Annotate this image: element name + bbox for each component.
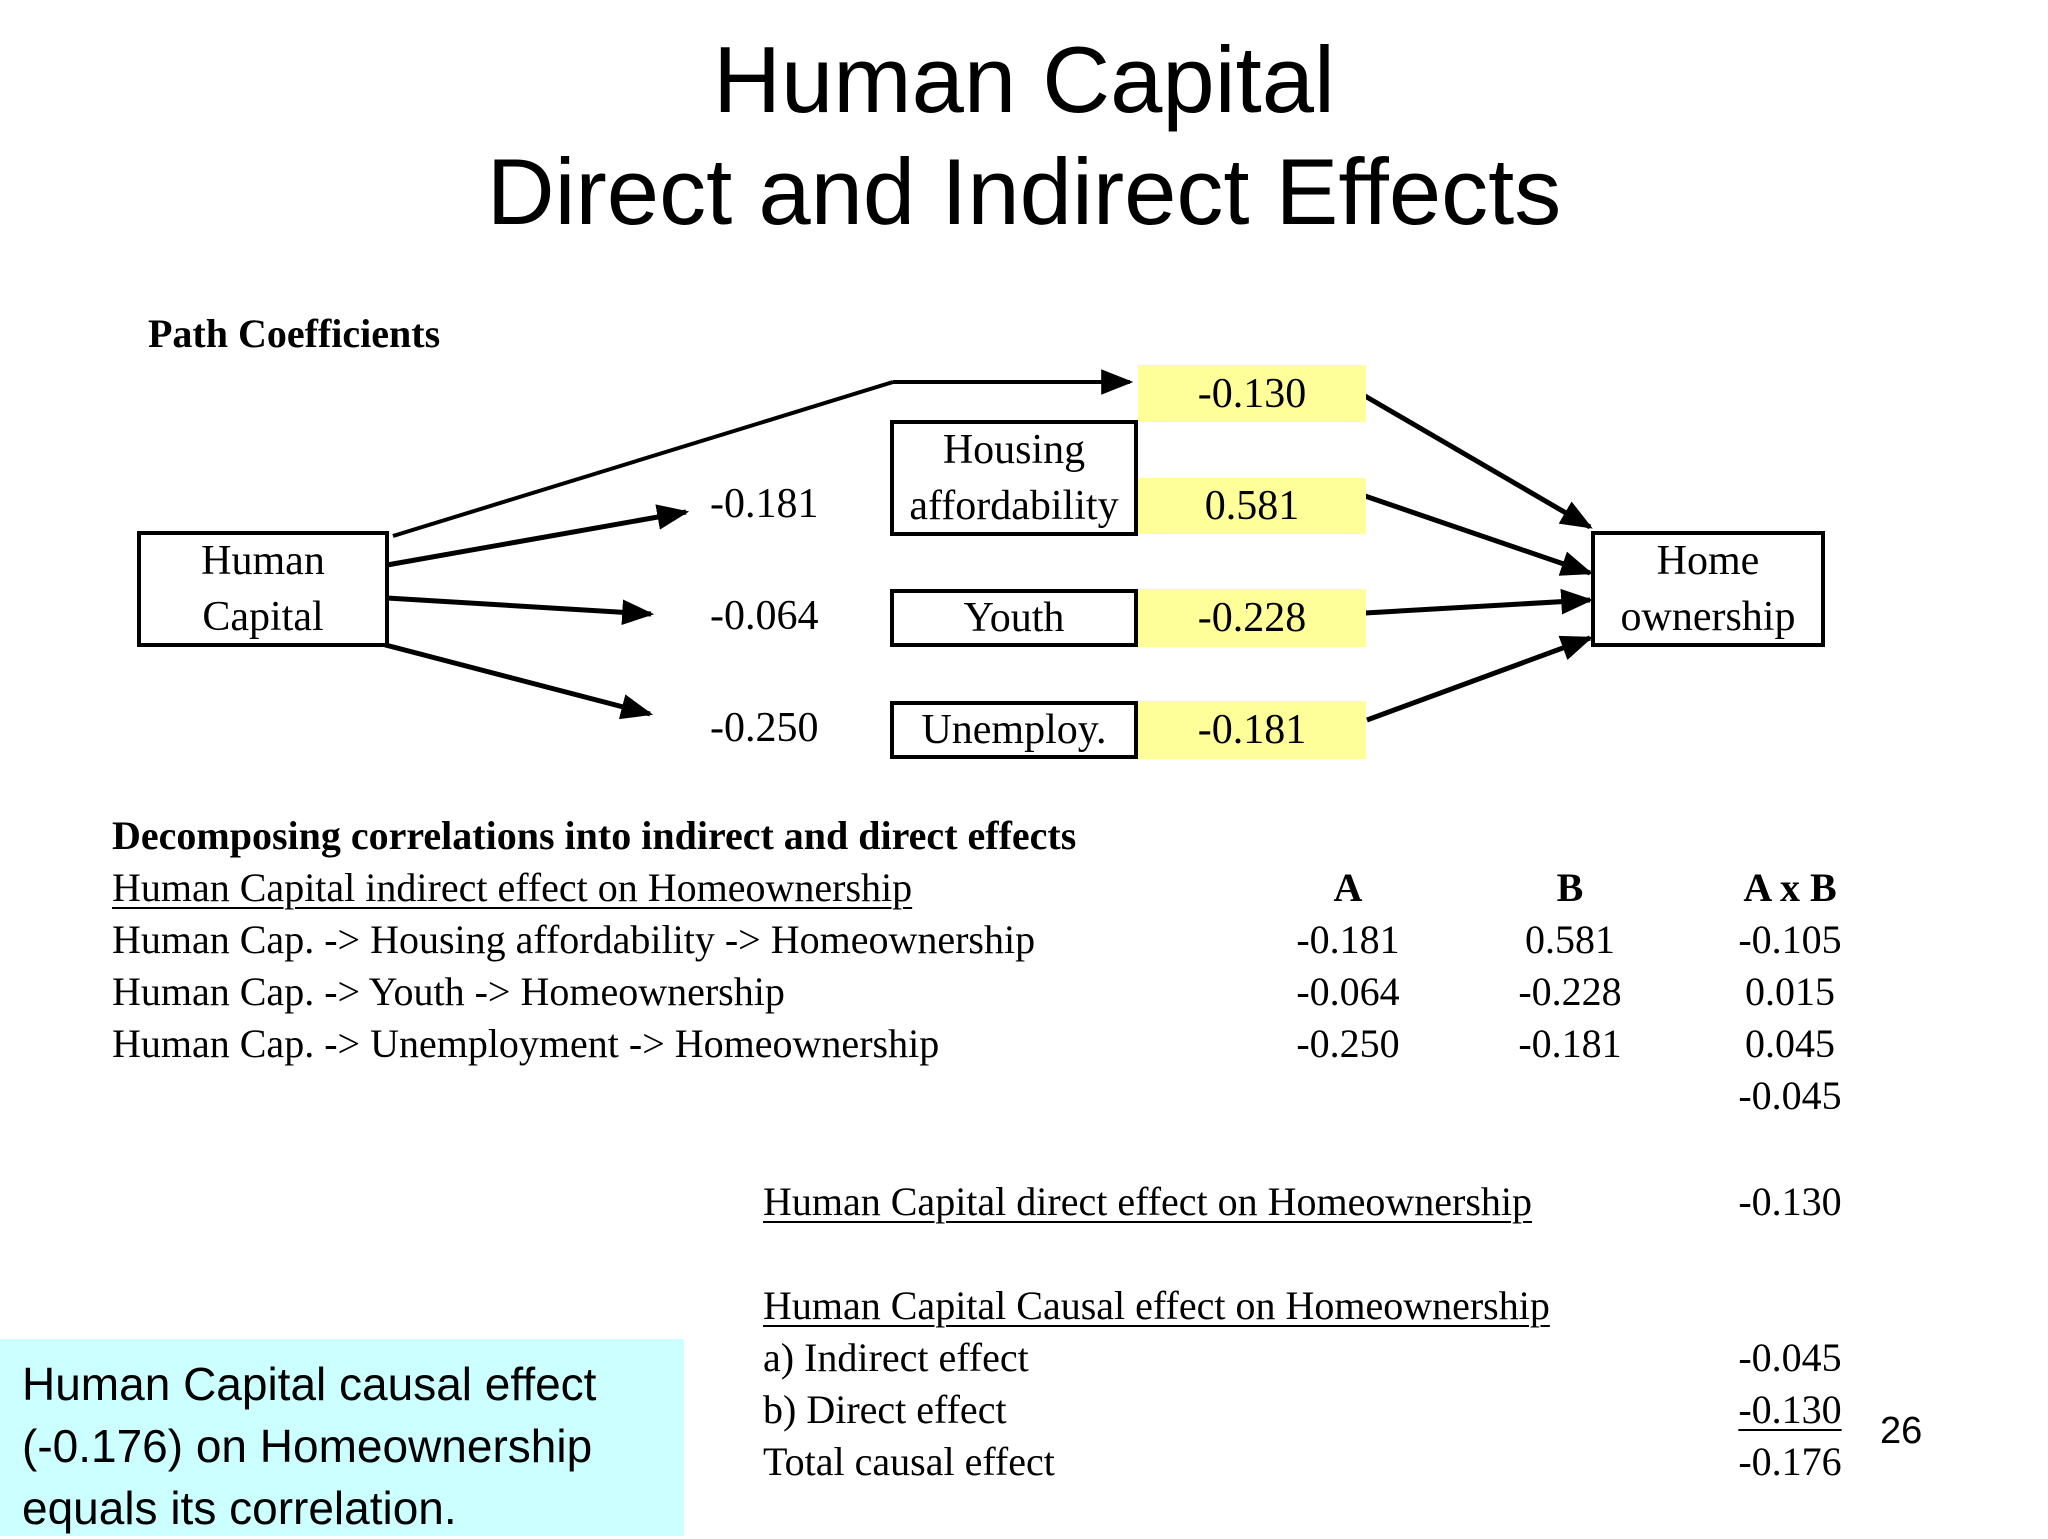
arrow-housing-home [1364, 493, 1594, 576]
causal-direct-cell: -0.130 [1715, 1384, 1865, 1436]
housing-b-coefficient: 0.581 [1138, 478, 1366, 534]
row2-label: Human Cap. -> Youth -> Homeownership [112, 969, 785, 1014]
arrow-hc-unemploy [373, 639, 654, 720]
slide-title-line2: Direct and Indirect Effects [486, 139, 1562, 244]
housing-a-coefficient: -0.181 [710, 481, 819, 527]
page-number: 26 [1880, 1410, 1923, 1452]
causal-direct-label: b) Direct effect [763, 1387, 1007, 1432]
youth-box: Youth [890, 589, 1138, 647]
col-a-header: A [1333, 865, 1363, 910]
row1-ab: -0.105 [1738, 917, 1842, 962]
decomposition-heading: Decomposing correlations into indirect a… [112, 813, 1077, 858]
causal-effect-note: Human Capital causal effect (-0.176) on … [0, 1339, 684, 1536]
unemploy-box: Unemploy. [890, 701, 1138, 759]
causal-indirect-label: a) Indirect effect [763, 1335, 1029, 1380]
human-capital-box: Human Capital [137, 531, 389, 647]
note-line3: equals its correlation. [22, 1482, 457, 1534]
note-line2: (-0.176) on Homeownership [22, 1420, 593, 1472]
arrow-direct-home [1363, 393, 1593, 530]
human-capital-label-1: Human [201, 538, 325, 584]
row2-ab: 0.015 [1745, 969, 1835, 1014]
causal-indirect-value: -0.045 [1738, 1335, 1842, 1380]
row1-b: 0.581 [1525, 917, 1615, 962]
direct-effect-value: -0.130 [1738, 1179, 1842, 1224]
note-line1: Human Capital causal effect [22, 1358, 597, 1410]
arrow-unemploy-home [1366, 635, 1594, 723]
direct-coefficient: -0.130 [1138, 365, 1366, 422]
home-ownership-box: Home ownership [1591, 531, 1825, 647]
row1-label: Human Cap. -> Housing affordability -> H… [112, 917, 1036, 962]
slide-title-line1: Human Capital [713, 27, 1335, 132]
unemploy-b-coefficient: -0.181 [1138, 701, 1366, 759]
youth-b-coefficient: -0.228 [1138, 589, 1366, 647]
path-arrows [373, 369, 1594, 723]
row3-a: -0.250 [1296, 1021, 1400, 1066]
row1-a: -0.181 [1296, 917, 1400, 962]
indirect-sum: -0.045 [1738, 1073, 1842, 1118]
direct-effect-label: Human Capital direct effect on Homeowner… [763, 1179, 1533, 1224]
arrow-youth-home [1364, 588, 1594, 616]
home-ownership-label-2: ownership [1620, 594, 1796, 640]
housing-label-2: affordability [909, 483, 1119, 529]
row3-b: -0.181 [1518, 1021, 1622, 1066]
human-capital-label-2: Capital [202, 594, 324, 640]
row3-label: Human Cap. -> Unemployment -> Homeowners… [112, 1021, 940, 1066]
row2-a: -0.064 [1296, 969, 1400, 1014]
col-b-header: B [1556, 865, 1584, 910]
arrow-hc-housing [386, 504, 690, 568]
causal-total-value: -0.176 [1738, 1439, 1842, 1484]
causal-direct-value: -0.130 [1738, 1387, 1842, 1432]
indirect-subheading: Human Capital indirect effect on Homeown… [112, 865, 913, 910]
causal-heading: Human Capital Causal effect on Homeowner… [763, 1283, 1550, 1328]
youth-a-coefficient: -0.064 [710, 593, 819, 639]
col-ab-header: A x B [1743, 865, 1837, 910]
arrow-hc-youth [386, 595, 655, 626]
row2-b: -0.228 [1518, 969, 1622, 1014]
direct-path-line [392, 380, 894, 538]
home-ownership-label-1: Home [1656, 538, 1760, 584]
causal-total-label: Total causal effect [763, 1439, 1055, 1484]
housing-label-1: Housing [942, 427, 1086, 473]
housing-affordability-box: Housing affordability [890, 420, 1138, 536]
unemploy-a-coefficient: -0.250 [710, 705, 819, 751]
path-coefficients-heading: Path Coefficients [148, 311, 441, 356]
row3-ab: 0.045 [1745, 1021, 1835, 1066]
